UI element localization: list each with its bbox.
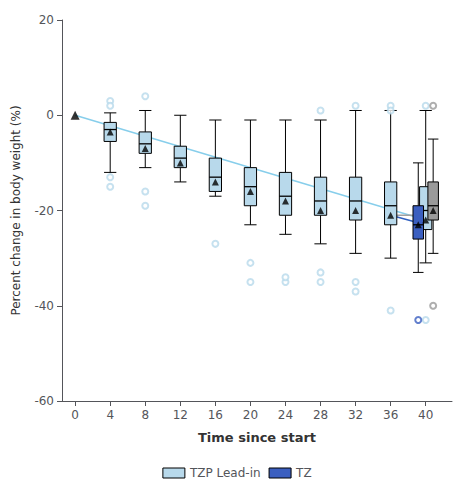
svg-text:0: 0 (46, 108, 54, 122)
svg-text:20: 20 (39, 13, 54, 27)
svg-text:-40: -40 (34, 299, 54, 313)
svg-text:24: 24 (278, 408, 293, 422)
svg-text:20: 20 (243, 408, 258, 422)
svg-text:TZ: TZ (295, 466, 312, 480)
svg-text:Time since start: Time since start (198, 430, 316, 445)
svg-text:-60: -60 (34, 394, 54, 408)
svg-text:4: 4 (106, 408, 114, 422)
svg-text:16: 16 (208, 408, 223, 422)
svg-text:32: 32 (348, 408, 363, 422)
svg-text:-20: -20 (34, 204, 54, 218)
svg-text:28: 28 (313, 408, 328, 422)
svg-text:0: 0 (71, 408, 79, 422)
svg-text:40: 40 (418, 408, 433, 422)
svg-text:Percent change in body weight: Percent change in body weight (%) (9, 105, 23, 315)
svg-text:TZP Lead-in: TZP Lead-in (189, 466, 261, 480)
svg-text:36: 36 (383, 408, 398, 422)
svg-text:8: 8 (141, 408, 149, 422)
svg-text:12: 12 (173, 408, 188, 422)
